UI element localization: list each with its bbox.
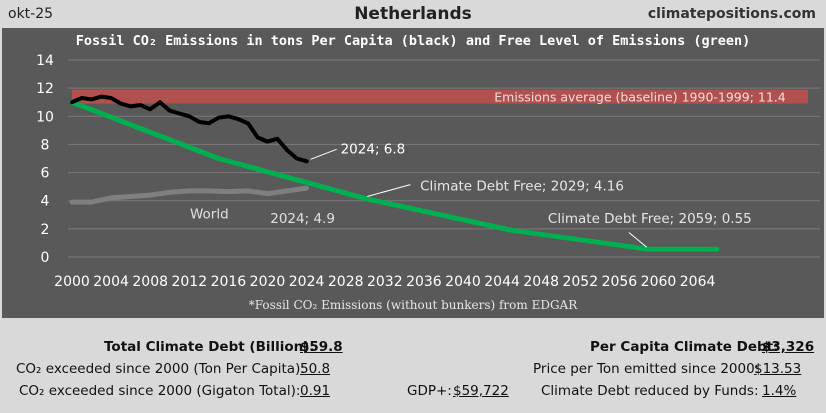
leader-line — [310, 148, 337, 160]
y-tick-label: 14 — [36, 53, 54, 69]
price-label: Price per Ton emitted since 2000: — [533, 361, 760, 377]
per-capita-value: $3,326 — [762, 339, 814, 355]
x-tick-label: 2012 — [171, 274, 207, 290]
x-tick-label: 2032 — [367, 274, 403, 290]
grid — [68, 59, 820, 258]
x-tick-label: 2028 — [328, 274, 364, 290]
co2-gt-value: 0.91 — [300, 383, 330, 399]
label-world: World — [190, 206, 229, 222]
y-tick-label: 6 — [41, 166, 50, 182]
total-debt-value-text: $59.8 — [300, 339, 343, 355]
x-tick-label: 2044 — [484, 274, 520, 290]
y-tick-label: 2 — [41, 222, 50, 238]
y-tick-label: 0 — [41, 250, 50, 266]
chart-footnote: *Fossil CO₂ Emissions (without bunkers) … — [249, 298, 578, 312]
x-axis: 2000 2004 2008 2012 2016 2020 2024 2028 2032 2036… — [54, 274, 715, 290]
baseline-band: Emissions average (baseline) 1990-1999; … — [72, 89, 808, 105]
gdp-value-text: $59,722 — [453, 383, 509, 399]
chart-title: Fossil CO₂ Emissions in tons Per Capita … — [76, 33, 751, 49]
x-tick-label: 2008 — [132, 274, 168, 290]
leader-line — [367, 184, 411, 197]
co2-ton-value: 50.8 — [300, 361, 330, 377]
x-tick-label: 2016 — [211, 274, 247, 290]
x-tick-label: 2048 — [523, 274, 559, 290]
x-tick-label: 2004 — [93, 274, 129, 290]
x-tick-label: 2020 — [250, 274, 286, 290]
price-value-text: $13.53 — [754, 361, 802, 377]
per-capita-label: Per Capita Climate Debt: — [590, 339, 779, 355]
netherlands-emissions-line — [70, 94, 309, 164]
x-tick-label: 2060 — [641, 274, 677, 290]
x-tick-label: 2000 — [54, 274, 90, 290]
series-lines — [69, 94, 720, 252]
page-title: Netherlands — [354, 4, 472, 24]
funds-label: Climate Debt reduced by Funds: — [541, 383, 759, 399]
co2-ton-label: CO₂ exceeded since 2000 (Ton Per Capita)… — [16, 361, 305, 377]
x-tick-label: 2024 — [289, 274, 325, 290]
x-tick-label: 2064 — [680, 274, 716, 290]
price-value: $13.53 — [754, 361, 801, 377]
y-tick-label: 4 — [41, 194, 50, 210]
label-world-2024: 2024; 4.9 — [270, 211, 335, 227]
y-tick-label: 10 — [36, 109, 54, 125]
co2-ton-value-text: 50.8 — [300, 361, 331, 377]
y-tick-label: 8 — [41, 137, 50, 153]
emissions-chart: Fossil CO₂ Emissions in tons Per Capita … — [2, 28, 824, 318]
x-tick-label: 2036 — [406, 274, 442, 290]
y-axis: 0 2 4 6 8 10 12 14 — [36, 53, 54, 266]
funds-value: 1.4% — [762, 383, 796, 399]
co2-gt-value-text: 0.91 — [300, 383, 331, 399]
total-debt-label: Total Climate Debt (Billion): — [104, 339, 315, 355]
baseline-label: Emissions average (baseline) 1990-1999; … — [494, 90, 786, 105]
label-debt-free-2059: Climate Debt Free; 2059; 0.55 — [548, 211, 752, 227]
free-level-line — [69, 99, 720, 252]
gdp-value: $59,722 — [453, 383, 509, 399]
label-nl-2024: 2024; 6.8 — [341, 141, 406, 157]
x-tick-label: 2056 — [602, 274, 638, 290]
world-emissions-line — [69, 185, 310, 205]
per-capita-value-text: $3,326 — [762, 339, 815, 355]
gdp-label: GDP+: — [407, 383, 452, 399]
label-debt-free-2029: Climate Debt Free; 2029; 4.16 — [420, 179, 624, 195]
baseline-bar — [72, 89, 808, 104]
x-tick-label: 2040 — [445, 274, 481, 290]
funds-value-text: 1.4% — [762, 383, 797, 399]
date-tag: okt-25 — [8, 6, 54, 22]
y-tick-label: 12 — [36, 81, 54, 97]
leader-line — [628, 232, 648, 248]
site-name: climatepositions.com — [647, 6, 816, 22]
co2-gt-label: CO₂ exceeded since 2000 (Gigaton Total): — [19, 383, 301, 399]
total-debt-value: $59.8 — [300, 339, 343, 355]
x-tick-label: 2052 — [562, 274, 598, 290]
annotations: 2024; 6.8 World 2024; 4.9 Climate Debt Free… — [190, 141, 752, 248]
